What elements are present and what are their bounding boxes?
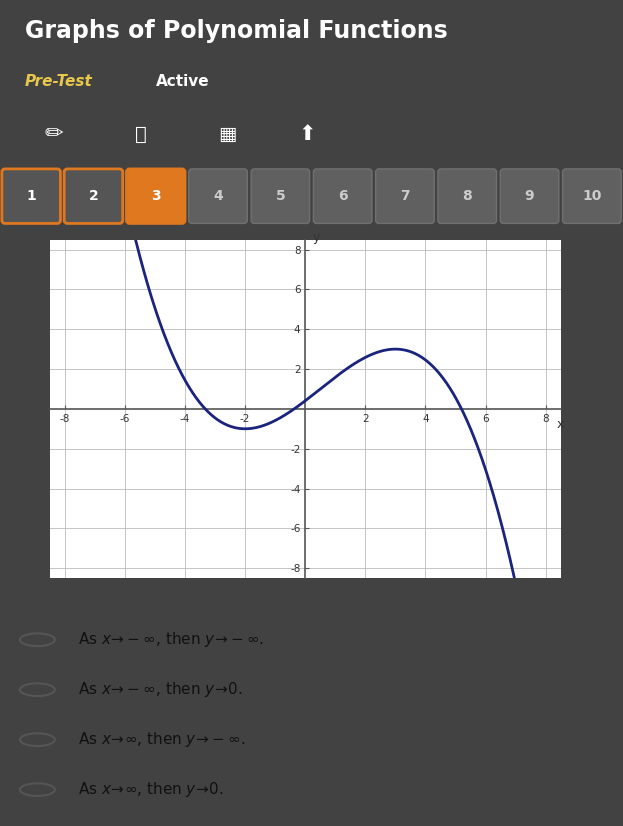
Text: Graphs of Polynomial Functions: Graphs of Polynomial Functions: [25, 18, 448, 43]
Text: Active: Active: [156, 74, 209, 89]
Text: 4: 4: [213, 189, 223, 203]
Text: Pre-Test: Pre-Test: [25, 74, 93, 89]
Text: 2: 2: [88, 189, 98, 203]
Text: 6: 6: [338, 189, 348, 203]
Text: y: y: [313, 231, 320, 244]
Text: x: x: [557, 418, 564, 431]
FancyBboxPatch shape: [438, 169, 497, 223]
FancyBboxPatch shape: [251, 169, 310, 223]
FancyBboxPatch shape: [376, 169, 434, 223]
FancyBboxPatch shape: [2, 169, 60, 223]
FancyBboxPatch shape: [313, 169, 372, 223]
FancyBboxPatch shape: [189, 169, 247, 223]
FancyBboxPatch shape: [126, 169, 185, 223]
Text: ▦: ▦: [218, 125, 237, 144]
Text: As $x\!\to\!\infty$, then $y\!\to\!-\infty$.: As $x\!\to\!\infty$, then $y\!\to\!-\inf…: [78, 730, 245, 749]
Text: 3: 3: [151, 189, 161, 203]
Text: 5: 5: [275, 189, 285, 203]
Text: 1: 1: [26, 189, 36, 203]
Text: 8: 8: [462, 189, 472, 203]
Text: 10: 10: [582, 189, 602, 203]
Text: As $x\!\to\!\infty$, then $y\!\to\!0$.: As $x\!\to\!\infty$, then $y\!\to\!0$.: [78, 780, 224, 800]
Text: 🎧: 🎧: [135, 125, 146, 144]
Text: 7: 7: [400, 189, 410, 203]
FancyBboxPatch shape: [563, 169, 621, 223]
Text: 9: 9: [525, 189, 535, 203]
FancyBboxPatch shape: [64, 169, 123, 223]
Text: ⬆: ⬆: [298, 124, 315, 145]
Text: As $x\!\to\!-\infty$, then $y\!\to\!0$.: As $x\!\to\!-\infty$, then $y\!\to\!0$.: [78, 680, 242, 700]
FancyBboxPatch shape: [500, 169, 559, 223]
Text: As $x\!\to\!-\infty$, then $y\!\to\!-\infty$.: As $x\!\to\!-\infty$, then $y\!\to\!-\in…: [78, 630, 264, 649]
Text: ✏: ✏: [44, 124, 63, 145]
